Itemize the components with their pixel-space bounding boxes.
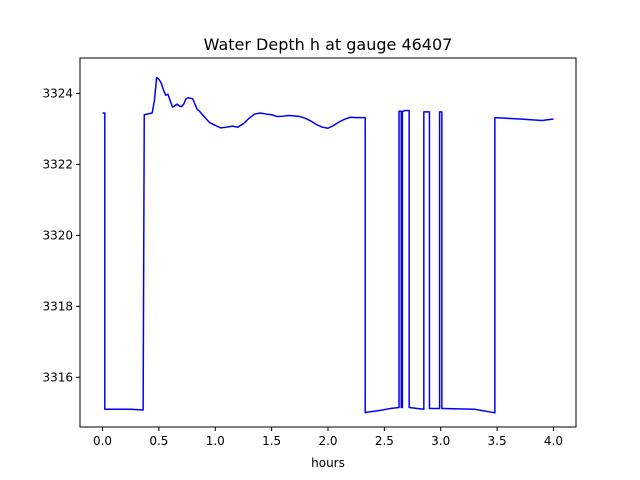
x-axis: 0.0 0.5 1.0 1.5 2.0 2.5 3.0 3.5 4.0 [93, 427, 563, 448]
y-tick-label: 3324 [42, 86, 73, 100]
series-line-0 [102, 76, 554, 414]
plot-area [79, 57, 577, 428]
y-tick-label: 3316 [42, 370, 73, 384]
x-axis-label: hours [311, 456, 345, 470]
y-axis: 3316 3318 3320 3322 3324 [42, 86, 80, 384]
x-tick-label: 4.0 [544, 434, 563, 448]
x-tick-label: 0.0 [93, 434, 112, 448]
x-tick-label: 1.0 [206, 434, 225, 448]
x-tick-label: 2.0 [318, 434, 337, 448]
y-tick-label: 3320 [42, 228, 73, 242]
x-tick-label: 1.5 [262, 434, 281, 448]
x-tick-label: 0.5 [149, 434, 168, 448]
x-tick-label: 3.5 [488, 434, 507, 448]
plot-frame [79, 57, 577, 428]
x-tick-label: 2.5 [375, 434, 394, 448]
chart-title: Water Depth h at gauge 46407 [204, 35, 453, 54]
x-tick-label: 3.0 [431, 434, 450, 448]
y-tick-label: 3322 [42, 157, 73, 171]
y-tick-label: 3318 [42, 299, 73, 313]
